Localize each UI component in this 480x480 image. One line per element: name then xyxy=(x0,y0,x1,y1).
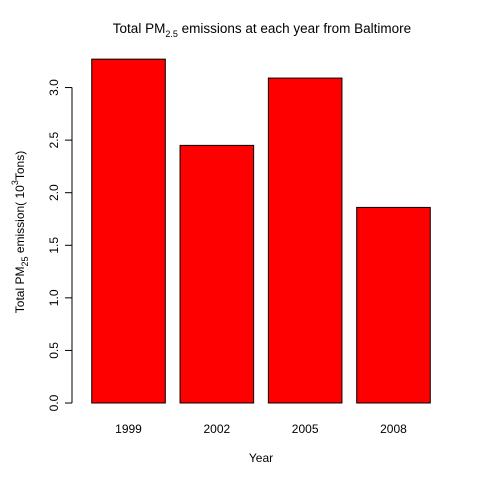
y-tick-label: 2.5 xyxy=(47,131,61,148)
chart-title-suffix: emissions at each year from Baltimore xyxy=(178,21,411,36)
x-tick-label-2005: 2005 xyxy=(292,422,319,436)
y-tick-label: 3.0 xyxy=(47,79,61,96)
y-axis-label-prefix: Total PM xyxy=(13,267,27,314)
x-axis-label: Year xyxy=(249,451,273,465)
y-axis-label: Total PM25 emission( 103Tons) xyxy=(10,151,30,313)
chart-title-subscript: 2.5 xyxy=(165,29,178,39)
y-axis-label-middle: emission( 10 xyxy=(13,185,27,257)
x-tick-label-2008: 2008 xyxy=(380,422,407,436)
bar-1999 xyxy=(91,58,166,404)
y-axis: 0.0 0.5 1.0 1.5 2.0 2.5 3.0 xyxy=(47,79,73,411)
x-tick-label-1999: 1999 xyxy=(115,422,142,436)
y-axis-label-suffix: Tons) xyxy=(13,151,27,180)
chart-title: Total PM2.5 emissions at each year from … xyxy=(113,21,411,39)
y-tick-label: 2.0 xyxy=(47,184,61,201)
x-tick-label-2002: 2002 xyxy=(203,422,230,436)
x-axis-tick-labels: 1999 2002 2005 2008 xyxy=(115,422,407,436)
y-tick-label: 1.0 xyxy=(47,289,61,306)
bar-2008 xyxy=(356,206,431,404)
y-axis-label-subscript: 25 xyxy=(20,257,30,267)
bars-group xyxy=(91,58,431,404)
y-tick-label: 0.0 xyxy=(47,394,61,411)
chart-title-prefix: Total PM xyxy=(113,21,166,36)
bar-2002 xyxy=(179,144,255,404)
y-axis-label-superscript: 3 xyxy=(10,180,20,185)
y-tick-label: 1.5 xyxy=(47,237,61,254)
y-tick-label: 0.5 xyxy=(47,342,61,359)
bar-2005 xyxy=(267,77,343,404)
